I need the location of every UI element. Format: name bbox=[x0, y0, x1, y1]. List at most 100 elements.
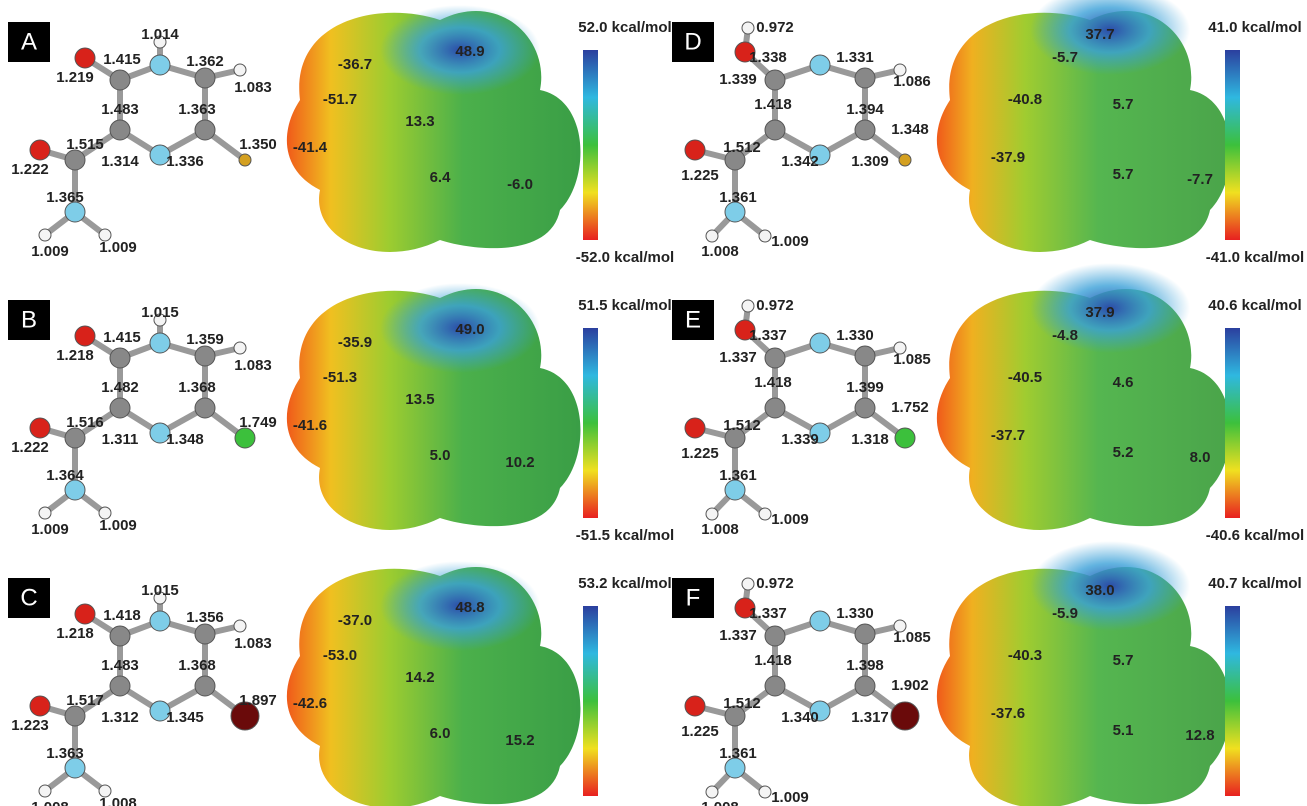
bond-length-label: 1.512 bbox=[723, 417, 761, 434]
atom bbox=[855, 624, 875, 644]
atom bbox=[110, 398, 130, 418]
atom bbox=[765, 70, 785, 90]
esp-value-label: -51.7 bbox=[323, 91, 357, 108]
esp-value-label: -7.7 bbox=[1187, 171, 1213, 188]
panel: 40.7 kcal/mol-40.7 kcal/molF0.9721.3371.… bbox=[672, 541, 1304, 806]
atom bbox=[234, 64, 246, 76]
esp-value-label: -53.0 bbox=[323, 647, 357, 664]
esp-value-label: -35.9 bbox=[338, 334, 372, 351]
bond-length-label: 1.218 bbox=[56, 347, 94, 364]
atom bbox=[706, 786, 718, 798]
atom bbox=[75, 604, 95, 624]
esp-value-label: -40.3 bbox=[1008, 647, 1042, 664]
esp-value-label: 13.5 bbox=[405, 391, 434, 408]
atom bbox=[195, 120, 215, 140]
atom bbox=[685, 696, 705, 716]
bond-length-label: 1.342 bbox=[781, 153, 819, 170]
bond-length-label: 1.363 bbox=[46, 745, 84, 762]
bond-length-label: 1.085 bbox=[893, 351, 931, 368]
esp-value-label: 5.2 bbox=[1113, 444, 1134, 461]
esp-value-label: -5.7 bbox=[1052, 49, 1078, 66]
bond-length-label: 1.309 bbox=[851, 153, 889, 170]
esp-value-label: -42.6 bbox=[293, 695, 327, 712]
atom bbox=[75, 48, 95, 68]
atom bbox=[150, 611, 170, 631]
bond-length-label: 1.365 bbox=[46, 189, 84, 206]
esp-value-label: 6.4 bbox=[430, 169, 452, 186]
atom bbox=[65, 428, 85, 448]
atom bbox=[150, 55, 170, 75]
esp-value-label: 12.8 bbox=[1185, 727, 1214, 744]
atom bbox=[75, 326, 95, 346]
bond-length-label: 0.972 bbox=[756, 575, 794, 592]
bond-length-label: 1.362 bbox=[186, 53, 224, 70]
atom bbox=[855, 120, 875, 140]
esp-value-label: -37.0 bbox=[338, 612, 372, 629]
esp-value-label: 48.9 bbox=[455, 43, 484, 60]
colorbar bbox=[583, 328, 598, 518]
atom bbox=[742, 578, 754, 590]
esp-value-label: -41.4 bbox=[293, 139, 328, 156]
bond-length-label: 1.516 bbox=[66, 414, 104, 431]
bond-length-label: 1.398 bbox=[846, 657, 884, 674]
bond-length-label: 1.368 bbox=[178, 657, 216, 674]
panel: 40.6 kcal/mol-40.6 kcal/molE0.9721.3371.… bbox=[672, 263, 1304, 544]
esp-value-label: 14.2 bbox=[405, 669, 434, 686]
esp-value-label: 37.7 bbox=[1085, 26, 1114, 43]
atom bbox=[759, 230, 771, 242]
colorbar-max-label: 40.6 kcal/mol bbox=[1208, 297, 1301, 314]
atom bbox=[855, 398, 875, 418]
bond-length-label: 1.219 bbox=[56, 69, 94, 86]
bond-length-label: 1.337 bbox=[719, 627, 757, 644]
bond-length-label: 1.223 bbox=[11, 717, 49, 734]
colorbar-max-label: 40.7 kcal/mol bbox=[1208, 575, 1301, 592]
bond-length-label: 1.222 bbox=[11, 161, 49, 178]
bond-length-label: 1.318 bbox=[851, 431, 889, 448]
bond-length-label: 1.009 bbox=[99, 517, 137, 534]
atom bbox=[742, 300, 754, 312]
bond-length-label: 1.086 bbox=[893, 73, 931, 90]
panel-letter: A bbox=[21, 28, 37, 55]
atom bbox=[30, 418, 50, 438]
bond-length-label: 1.314 bbox=[101, 153, 139, 170]
esp-value-label: 5.7 bbox=[1113, 166, 1134, 183]
figure: 52.0 kcal/mol-52.0 kcal/molA1.0141.4151.… bbox=[0, 0, 1307, 806]
panel: 41.0 kcal/mol-41.0 kcal/molD0.9721.3381.… bbox=[672, 0, 1304, 266]
bond-length-label: 1.359 bbox=[186, 331, 224, 348]
bond-length-label: 1.225 bbox=[681, 167, 719, 184]
panel: 53.2 kcal/mol-53.2 kcal/molC1.0151.4181.… bbox=[8, 561, 674, 806]
panel-letter: E bbox=[685, 306, 701, 333]
bond-length-label: 1.225 bbox=[681, 445, 719, 462]
atom bbox=[195, 346, 215, 366]
esp-value-label: -36.7 bbox=[338, 56, 372, 73]
atom bbox=[706, 230, 718, 242]
atom bbox=[110, 626, 130, 646]
bond-length-label: 1.512 bbox=[723, 139, 761, 156]
esp-value-label: -37.9 bbox=[991, 149, 1025, 166]
panel-letter: F bbox=[686, 584, 701, 611]
atom bbox=[39, 785, 51, 797]
bond-length-label: 1.394 bbox=[846, 101, 884, 118]
atom bbox=[195, 624, 215, 644]
atom bbox=[685, 140, 705, 160]
panel-letter: C bbox=[20, 584, 37, 611]
atom bbox=[234, 620, 246, 632]
bond-length-label: 1.345 bbox=[166, 709, 204, 726]
bond-length-label: 1.014 bbox=[141, 26, 179, 43]
esp-value-label: 49.0 bbox=[455, 321, 484, 338]
bond-length-label: 1.749 bbox=[239, 414, 277, 431]
atom bbox=[150, 333, 170, 353]
esp-value-label: -51.3 bbox=[323, 369, 357, 386]
atom bbox=[39, 229, 51, 241]
atom bbox=[765, 348, 785, 368]
bond-length-label: 1.363 bbox=[178, 101, 216, 118]
bond-length-label: 1.415 bbox=[103, 329, 141, 346]
bond-length-label: 1.752 bbox=[891, 399, 929, 416]
esp-value-label: 5.0 bbox=[430, 447, 451, 464]
bond-length-label: 1.356 bbox=[186, 609, 224, 626]
bond-length-label: 1.361 bbox=[719, 745, 757, 762]
bond-length-label: 1.482 bbox=[101, 379, 139, 396]
bond-length-label: 1.009 bbox=[771, 789, 809, 806]
atom bbox=[110, 120, 130, 140]
bond-length-label: 1.415 bbox=[103, 51, 141, 68]
